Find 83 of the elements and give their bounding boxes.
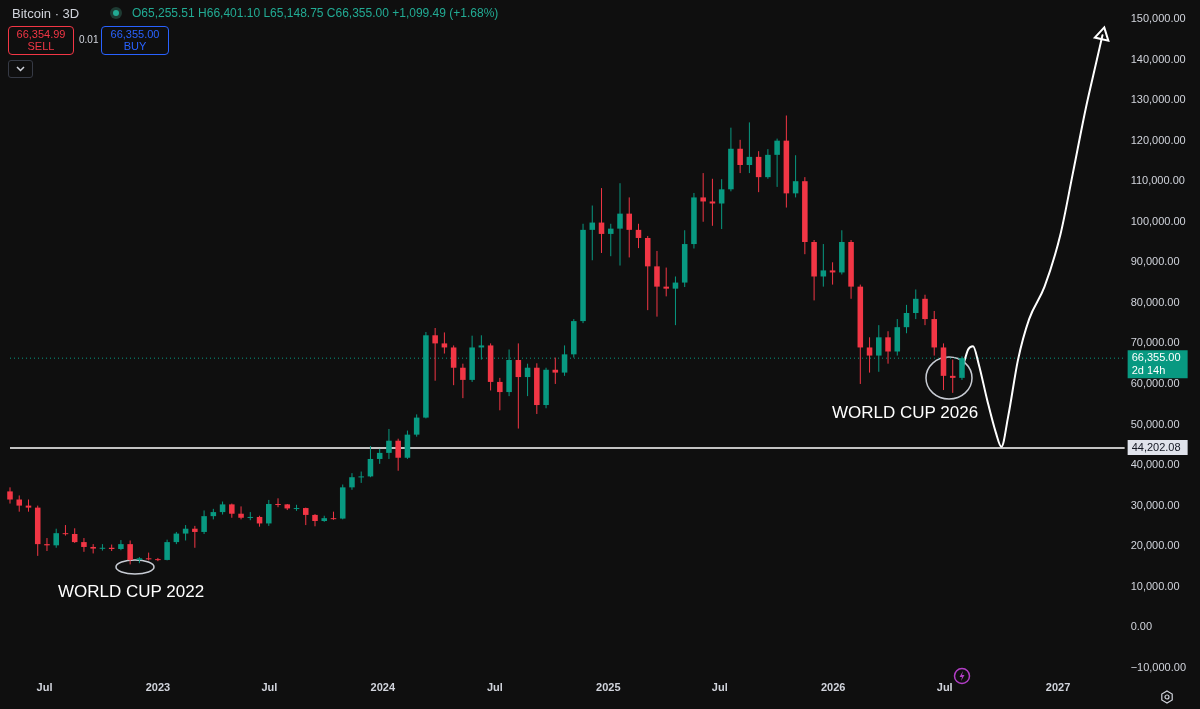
candlestick [404, 430, 411, 460]
candlestick [386, 428, 392, 460]
y-tick-label: 120,000.00 [1130, 133, 1186, 146]
x-tick-label: Jul [36, 681, 53, 694]
candlestick [395, 438, 401, 472]
candlestick [552, 357, 559, 385]
candlestick [654, 250, 660, 318]
candlestick [155, 557, 161, 562]
candlestick [238, 505, 244, 520]
candlestick [912, 288, 919, 320]
candlestick [607, 223, 614, 257]
candlestick [700, 172, 706, 223]
y-tick-label: 20,000.00 [1130, 539, 1180, 552]
x-tick-label: 2027 [1045, 681, 1071, 694]
candlestick [626, 196, 633, 258]
candlestick [450, 344, 457, 386]
candlestick [53, 528, 59, 549]
candlestick [460, 363, 466, 399]
y-tick-label: 110,000.00 [1130, 174, 1185, 187]
y-tick-label: 90,000.00 [1130, 255, 1180, 268]
candlestick [774, 138, 780, 188]
annotation: WORLD CUP 2022 [58, 582, 205, 602]
x-tick-label: 2024 [370, 681, 396, 694]
candlestick [829, 261, 836, 286]
candlestick [663, 267, 669, 297]
ref-line-label: 44,202.08 [1131, 441, 1181, 454]
candlestick [81, 537, 87, 553]
candlestick [192, 525, 198, 549]
candlestick [617, 182, 623, 267]
y-tick-label: 130,000.00 [1130, 93, 1186, 106]
annotation: 66,354.99 [16, 28, 66, 40]
candlestick [922, 294, 928, 326]
y-tick-label: 150,000.00 [1130, 12, 1186, 25]
text: 2d 14h [1131, 364, 1166, 377]
candlestick [358, 471, 364, 484]
annotation: 66,355.00 [110, 28, 160, 40]
y-tick-label: 70,000.00 [1130, 336, 1180, 349]
candlestick [885, 330, 891, 365]
candlestick [118, 539, 124, 551]
candlestick [497, 377, 503, 411]
y-tick-label: 60,000.00 [1130, 376, 1180, 389]
x-tick-label: 2026 [820, 681, 846, 694]
y-tick-label: 100,000.00 [1130, 214, 1186, 227]
y-tick-label: 40,000.00 [1130, 458, 1180, 471]
candlestick [949, 359, 956, 394]
x-tick-label: Jul [711, 681, 728, 694]
y-tick-label: 10,000.00 [1130, 579, 1180, 592]
annotation: 0.01 [79, 34, 99, 45]
ref-line-label: 66,355.00 [1131, 351, 1181, 364]
candlestick [201, 509, 207, 535]
x-tick-label: Jul [261, 681, 278, 694]
candlestick [312, 513, 318, 527]
x-tick-label: 2023 [145, 681, 171, 694]
candlestick [266, 499, 272, 527]
candlestick [765, 148, 771, 180]
candlestick [127, 539, 133, 565]
y-tick-label: 50,000.00 [1130, 417, 1180, 430]
candlestick [737, 139, 743, 174]
y-tick-label: 140,000.00 [1130, 52, 1186, 65]
chart-subtitle: O65,255.51 H66,401.10 L65,148.75 C66,355.00 +1,099.49 (+1.68%) [132, 6, 499, 20]
candlestick [441, 331, 448, 355]
annotation: WORLD CUP 2026 [832, 403, 979, 423]
candlestick [876, 324, 882, 373]
candlestick [709, 178, 716, 227]
annotation: SELL [27, 40, 55, 52]
x-tick-label: 2025 [596, 681, 621, 694]
candlestick [432, 327, 438, 382]
x-tick-label: Jul [486, 681, 503, 694]
candlestick [7, 486, 13, 505]
y-tick-label: 30,000.00 [1130, 498, 1180, 511]
candlestick [866, 336, 873, 374]
y-tick-label: 80,000.00 [1130, 295, 1180, 308]
candlestick [413, 413, 420, 438]
y-tick-label: −10,000.00 [1130, 660, 1187, 673]
chart-title: Bitcoin · 3D [12, 6, 80, 21]
candlestick [515, 342, 522, 430]
candlestick [561, 344, 568, 377]
y-tick-label: 0.00 [1130, 620, 1153, 633]
candlestick [275, 497, 281, 508]
candlestick [718, 178, 725, 230]
x-tick-label: Jul [936, 681, 953, 694]
candlestick [792, 154, 799, 198]
annotation: BUY [123, 40, 147, 52]
